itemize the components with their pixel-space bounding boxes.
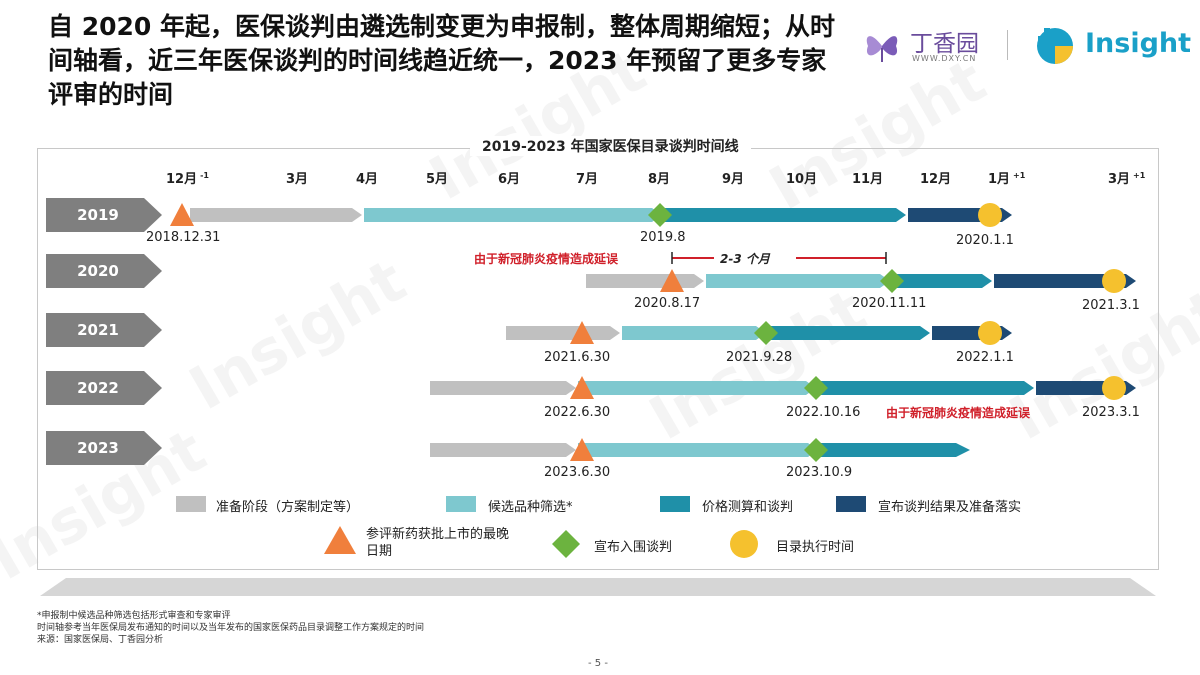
segment-screen-2019: [364, 208, 662, 222]
month-label: 4月: [356, 172, 379, 187]
approval-date-2021: 2021.6.30: [544, 350, 611, 365]
announce-date-2020: 2020.11.11: [852, 296, 927, 311]
month-label: 3月: [286, 172, 309, 187]
legend-swatch-announce: [836, 496, 866, 512]
approval-date-2023: 2023.6.30: [544, 465, 611, 480]
approval-date-2019: 2018.12.31: [146, 230, 221, 245]
announce-date-2023: 2023.10.9: [786, 465, 853, 480]
announce-date-2021: 2021.9.28: [726, 350, 793, 365]
month-label: 12月 -1: [166, 170, 209, 187]
approval-marker-2023: [570, 438, 594, 461]
approval-date-2022: 2022.6.30: [544, 405, 611, 420]
segment-screen-2023: [578, 443, 818, 457]
legend-swatch-price: [660, 496, 690, 512]
year-label-2019: 2019: [46, 198, 162, 232]
gap-note: 2-3 个月: [720, 252, 770, 266]
segment-price-2019: [664, 208, 906, 222]
logo-divider: [1007, 30, 1008, 60]
segment-screen-2020: [706, 274, 890, 288]
announce-marker-2021: [754, 321, 778, 345]
announce-marker-2023: [804, 438, 828, 462]
approval-marker-2019: [170, 203, 194, 226]
diamond-icon: [552, 530, 580, 558]
page-title: 自 2020 年起，医保谈判由遴选制变更为申报制，整体周期缩短；从时间轴看，近三…: [48, 12, 835, 109]
segment-announce-2020: [994, 274, 1136, 288]
segment-prep-2020: [586, 274, 704, 288]
announce-marker-2020: [880, 269, 904, 293]
legend-label-prep: 准备阶段（方案制定等）: [216, 500, 360, 515]
footnotes: *申报制中候选品种筛选包括形式审查和专家审评 时间轴参考当年医保局发布通知的时间…: [37, 610, 424, 646]
segment-screen-2022: [578, 381, 816, 395]
delay-note-2020: 由于新冠肺炎疫情造成延误: [474, 252, 619, 266]
month-label: 8月: [648, 172, 671, 187]
page-number: - 5 -: [588, 658, 608, 669]
year-label-2022: 2022: [46, 371, 162, 405]
year-label-2021: 2021: [46, 313, 162, 347]
dxy-logo-text: 丁香园: [910, 31, 979, 57]
insight-logo-text: Insight: [1085, 28, 1192, 59]
month-label: 3月 +1: [1108, 170, 1146, 187]
segment-price-2021: [768, 326, 930, 340]
legend-label-screen: 候选品种筛选*: [488, 500, 573, 515]
dxy-logo-url: WWW.DXY.CN: [912, 54, 977, 63]
timeline-base: [40, 578, 1156, 596]
segment-screen-2021: [622, 326, 766, 340]
announce-date-2022: 2022.10.16: [786, 405, 861, 420]
footnote-line: 时间轴参考当年医保局发布通知的时间以及当年发布的国家医保药品目录调整工作方案规定…: [37, 623, 425, 633]
announce-marker-2022: [804, 376, 828, 400]
month-label: 6月: [498, 172, 521, 187]
segment-price-2023: [820, 443, 970, 457]
legend-label-execute: 目录执行时间: [776, 540, 855, 555]
month-label: 1月 +1: [988, 170, 1026, 187]
execute-marker-2022: [1102, 376, 1126, 400]
footnote-line: *申报制中候选品种筛选包括形式审查和专家审评: [37, 611, 231, 621]
insight-logo-icon: [1037, 28, 1073, 64]
segment-price-2020: [892, 274, 992, 288]
approval-date-2020: 2020.8.17: [634, 296, 701, 311]
month-label: 12月: [920, 172, 952, 187]
footnote-line: 来源：国家医保局、丁香园分析: [37, 635, 164, 645]
legend-label-price: 价格测算和谈判: [702, 500, 794, 515]
announce-marker-2019: [648, 203, 672, 227]
announce-date-2019: 2019.8: [640, 230, 686, 245]
triangle-icon: [324, 526, 356, 554]
year-label-2020: 2020: [46, 254, 162, 288]
month-label: 10月: [786, 172, 818, 187]
month-label: 11月: [852, 172, 884, 187]
delay-note-2022: 由于新冠肺炎疫情造成延误: [886, 406, 1031, 420]
month-label: 7月: [576, 172, 599, 187]
approval-marker-2022: [570, 376, 594, 399]
year-label-2023: 2023: [46, 431, 162, 465]
circle-icon: [730, 530, 758, 558]
execute-date-2020: 2021.3.1: [1082, 298, 1140, 313]
legend-label-approval: 参评新药获批上市的最晚日期: [366, 527, 510, 559]
segment-prep-2022: [430, 381, 576, 395]
segment-prep-2021: [506, 326, 620, 340]
butterfly-icon: [866, 36, 898, 62]
legend-swatch-screen: [446, 496, 476, 512]
segment-price-2022: [818, 381, 1034, 395]
segment-prep-2019: [190, 208, 362, 222]
execute-date-2021: 2022.1.1: [956, 350, 1014, 365]
approval-marker-2021: [570, 321, 594, 344]
execute-marker-2020: [1102, 269, 1126, 293]
chart-title: 2019-2023 年国家医保目录谈判时间线: [470, 136, 751, 156]
execute-date-2022: 2023.3.1: [1082, 405, 1140, 420]
segment-prep-2023: [430, 443, 576, 457]
execute-marker-2021: [978, 321, 1002, 345]
legend-swatch-prep: [176, 496, 206, 512]
month-label: 9月: [722, 172, 745, 187]
legend-label-announce: 宣布谈判结果及准备落实: [878, 500, 1022, 515]
dxy-logo: 丁香园 WWW.DXY.CN: [862, 22, 1002, 72]
insight-logo: Insight: [1030, 20, 1192, 70]
execute-date-2019: 2020.1.1: [956, 233, 1014, 248]
approval-marker-2020: [660, 269, 684, 292]
month-label: 5月: [426, 172, 449, 187]
legend-label-announce-marker: 宣布入围谈判: [594, 540, 673, 555]
execute-marker-2019: [978, 203, 1002, 227]
